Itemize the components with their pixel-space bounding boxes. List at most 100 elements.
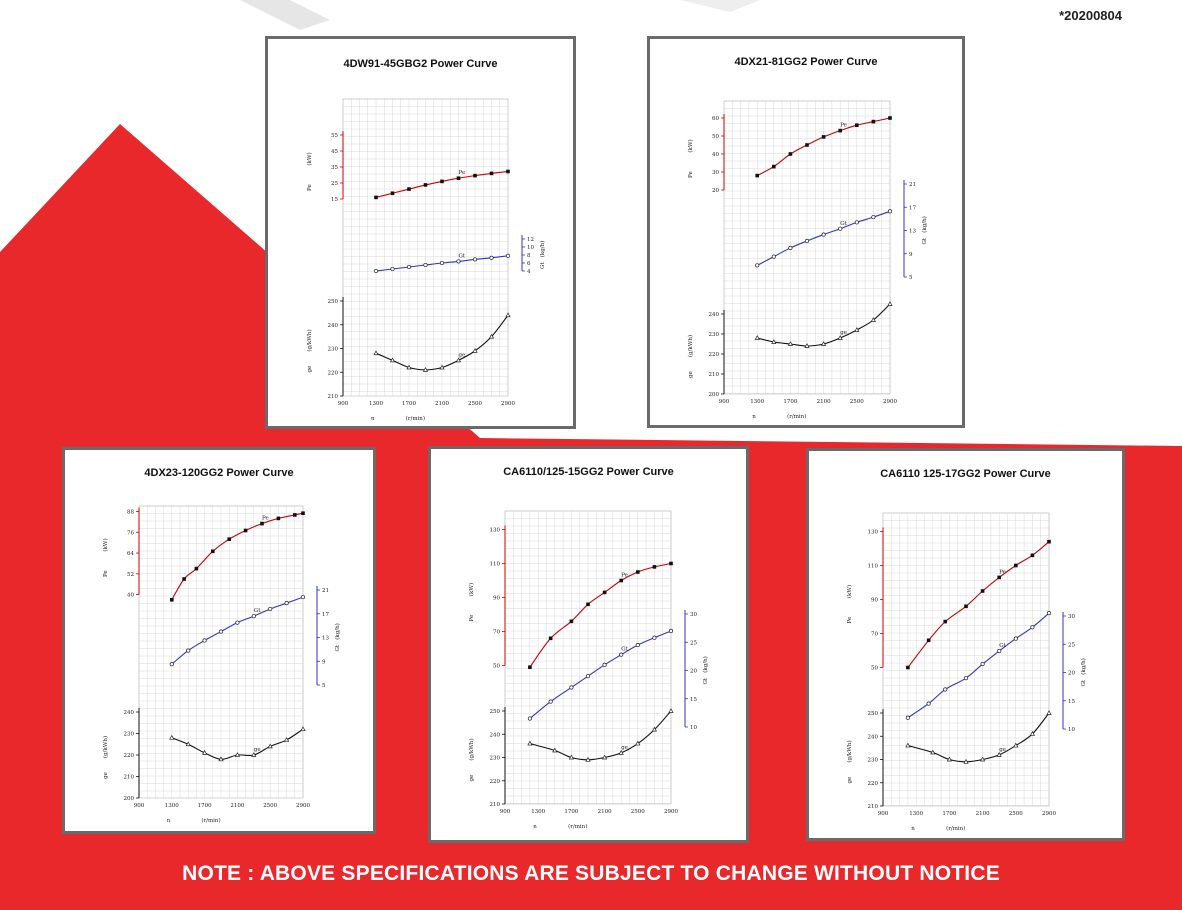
y-tick-label: 15 [331, 197, 338, 203]
plot-frame [342, 98, 509, 397]
gt-point [423, 262, 428, 268]
y-tick-label: 240 [328, 323, 339, 329]
y-tick-label: 20 [690, 669, 697, 675]
pe-point [243, 528, 248, 533]
pe-point [194, 566, 199, 571]
y-tick-label: 30 [690, 612, 697, 618]
gt-point [505, 253, 511, 258]
y-tick-label: 90 [871, 598, 878, 604]
chart-card-4dx23: 4DX23-120GG2 Power Curve 900 1300 1700 2100 2… [62, 447, 376, 834]
series-axis-unit: (kg/h) [702, 656, 709, 673]
gt-point [804, 238, 810, 244]
x-axis-unit: (r/min) [568, 823, 587, 830]
y-tick-label: 250 [490, 709, 501, 715]
chart-title: 4DX21-81GG2 Power Curve [734, 56, 877, 68]
ge-point [905, 742, 911, 748]
series-axis-unit: (kW) [687, 139, 694, 152]
gt-point [871, 215, 876, 220]
ge-point [422, 366, 429, 372]
y-tick-label: 25 [331, 181, 338, 187]
gt-point [1030, 625, 1035, 630]
ge-point [234, 752, 240, 757]
pe-point [788, 152, 793, 156]
y-tick-label: 40 [127, 593, 134, 599]
pe-curve [529, 562, 672, 668]
pe-point [888, 116, 892, 120]
series-curve-label: Pe [840, 123, 847, 129]
pe-point [407, 187, 411, 191]
y-tick-label: 21 [322, 588, 329, 594]
y-tick-label: 17 [909, 205, 916, 211]
ge-point [202, 749, 208, 755]
y-tick-label: 210 [328, 394, 339, 400]
power-curve-chart: CA6110 125-17GG2 Power Curve 900 1300 1700 2… [846, 468, 1087, 832]
x-axis-label: n [752, 414, 756, 420]
series-axis-label: ge [307, 366, 313, 373]
y-tick-label: 110 [868, 564, 879, 570]
y-tick-label: 210 [709, 372, 720, 378]
x-tick-label: 900 [134, 803, 145, 809]
series-curve-label: ge [999, 747, 1006, 753]
chart-card-4dx21: 4DX21-81GG2 Power Curve 900 1300 1700 2100 25… [647, 36, 965, 428]
chart-title: CA6110 125-17GG2 Power Curve [880, 468, 1051, 480]
y-tick-label: 9 [909, 252, 913, 258]
y-tick-label: 15 [1068, 699, 1075, 705]
y-tick-label: 90 [493, 596, 500, 602]
gt-point [652, 635, 657, 640]
gt-point [963, 676, 969, 681]
ge-point [946, 756, 952, 762]
series-axis-unit: (g/kWh) [846, 740, 853, 762]
series-axis-label: ge [103, 772, 109, 779]
ge-point [980, 756, 986, 762]
ge-point [472, 347, 478, 353]
y-tick-label: 240 [868, 734, 879, 740]
pe-point [390, 191, 395, 196]
series-axis-unit: (kW) [468, 583, 475, 596]
ge-point [585, 756, 591, 762]
series-axis-label: Pe [307, 184, 313, 191]
ge-point [837, 335, 843, 340]
chart-title: 4DX23-120GG2 Power Curve [144, 467, 293, 479]
series-axis-unit: (kg/h) [334, 623, 341, 640]
pe-point [772, 164, 776, 169]
x-tick-label: 900 [338, 401, 349, 407]
x-tick-label: 2100 [817, 399, 831, 405]
pe-point [211, 549, 215, 554]
series-curve-label: Gt [459, 253, 466, 259]
pe-point [871, 119, 876, 124]
series-axis-label: ge [469, 775, 475, 782]
series-axis-label: Pe [469, 615, 475, 622]
gt-point [1013, 636, 1018, 641]
series-axis-unit: (g/kWh) [687, 335, 694, 357]
y-tick-label: 210 [490, 802, 501, 808]
pe-point [805, 143, 809, 147]
ge-point [602, 754, 608, 760]
x-tick-label: 2100 [230, 803, 244, 809]
pe-point [619, 578, 623, 583]
x-tick-label: 2900 [1042, 811, 1056, 817]
y-tick-label: 60 [712, 116, 719, 122]
pe-curve [171, 512, 304, 601]
series-curve-label: ge [254, 747, 261, 753]
y-tick-label: 5 [322, 683, 326, 689]
gt-point [1046, 611, 1052, 616]
x-tick-label: 1700 [783, 399, 797, 405]
series-axis-unit: (kW) [102, 538, 109, 551]
y-tick-label: 9 [322, 659, 326, 665]
chart-card-ca6110-17: CA6110 125-17GG2 Power Curve 900 1300 1700 2… [806, 448, 1125, 841]
series-axis-label: Pe [688, 171, 694, 178]
y-tick-label: 200 [709, 392, 720, 398]
y-tick-label: 64 [127, 551, 134, 557]
y-tick-label: 76 [127, 530, 134, 536]
pe-point [260, 521, 264, 526]
series-curve-label: Pe [262, 516, 269, 522]
ge-point [963, 758, 969, 764]
y-tick-label: 230 [709, 332, 720, 338]
y-tick-label: 13 [909, 229, 916, 235]
y-tick-label: 50 [871, 666, 878, 672]
plot-frame [723, 100, 891, 395]
y-tick-label: 55 [331, 133, 338, 139]
ge-point [1029, 730, 1035, 736]
pe-point [440, 179, 444, 184]
pe-point [1030, 553, 1035, 558]
